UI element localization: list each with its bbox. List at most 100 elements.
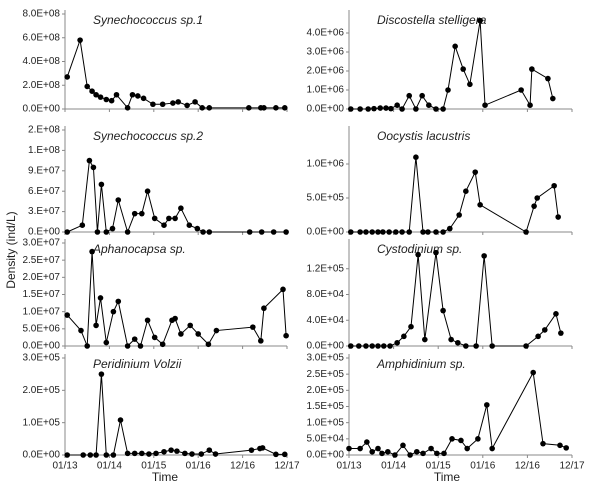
data-point [213,327,220,334]
data-point [189,451,195,457]
data-point [206,229,213,235]
y-tick-label: 1.5E+07 [22,289,60,300]
data-point [455,339,461,346]
data-point [98,371,105,377]
data-point [206,105,213,111]
data-point [523,343,529,349]
data-point [124,105,131,111]
data-point [428,445,434,452]
data-point [394,102,400,108]
data-point [356,343,362,349]
y-tick-label: 8.0E+08 [22,9,60,20]
data-point [194,225,201,232]
data-point [166,215,172,222]
data-point [363,229,369,235]
data-point [422,336,428,343]
data-point [246,229,253,235]
data-point [463,188,469,194]
data-point [139,450,145,457]
x-tick-label: 12/17 [559,461,584,472]
y-tick-label: 0.0E+00 [306,341,344,352]
data-point [426,102,432,108]
data-point [80,452,87,458]
data-point [283,229,289,235]
data-point [413,154,419,160]
data-point [258,338,264,344]
data-point [448,336,454,343]
panel-title: Oocystis lacustris [377,129,470,143]
data-point [283,332,289,339]
data-point [534,195,541,201]
x-tick-label: 01/15 [141,461,166,472]
data-point [103,452,110,458]
data-point [195,331,201,337]
data-point [184,102,190,109]
data-point [380,229,386,235]
data-point [103,229,110,235]
panel-title: Cystodinium sp. [377,242,462,256]
data-point [400,442,406,449]
data-point [124,229,131,235]
data-point [273,451,279,458]
y-tick-label: 4.0E+08 [22,56,60,67]
x-tick-label: 01/16 [470,461,495,472]
data-point [383,105,389,111]
data-point [558,330,564,336]
data-point [89,88,95,94]
data-point [77,37,83,43]
data-point [151,215,158,222]
series-line [350,157,559,233]
y-tick-label: 3.E+07 [28,206,60,217]
data-point [413,106,419,112]
series-line [350,252,562,347]
data-point [475,436,481,442]
data-point [531,203,537,209]
series-line [67,159,287,234]
data-point [371,105,377,112]
data-point [178,331,184,337]
data-point [386,229,392,235]
x-tick-label: 01/16 [186,461,211,472]
data-point [273,105,279,111]
data-point [523,229,529,235]
data-point [113,91,120,98]
data-point [206,447,213,453]
data-point [445,87,451,93]
y-tick-label: 2.5E+05 [306,369,344,380]
data-point [433,106,439,112]
series-line [350,20,554,111]
data-point [541,327,548,333]
data-point [540,440,546,447]
data-point [248,447,255,453]
y-tick-label: 1.0E+06 [306,85,344,96]
data-point [385,448,391,455]
data-point [419,92,425,99]
data-point [393,229,399,235]
data-point [529,66,535,72]
data-point [87,452,94,458]
data-point [551,182,557,189]
data-point [172,315,178,322]
data-point [482,102,488,108]
y-tick-label: 6.E+07 [28,186,60,197]
data-point [135,93,141,99]
data-point [369,343,375,349]
y-tick-label: 4.0E+04 [306,315,344,326]
y-tick-label: 2.5E+07 [22,255,60,266]
data-point [369,448,375,455]
data-point [489,343,495,349]
data-point [449,436,455,442]
data-point [93,322,99,329]
data-point [78,327,84,334]
data-point [108,97,115,104]
x-tick-label: 01/14 [97,461,122,472]
data-point [407,452,413,458]
data-point [280,286,286,293]
data-point [387,343,393,349]
data-point [93,91,99,98]
data-point [380,343,387,349]
data-point [477,202,483,208]
data-point [346,445,352,452]
data-point [452,43,458,50]
data-point [394,339,400,346]
